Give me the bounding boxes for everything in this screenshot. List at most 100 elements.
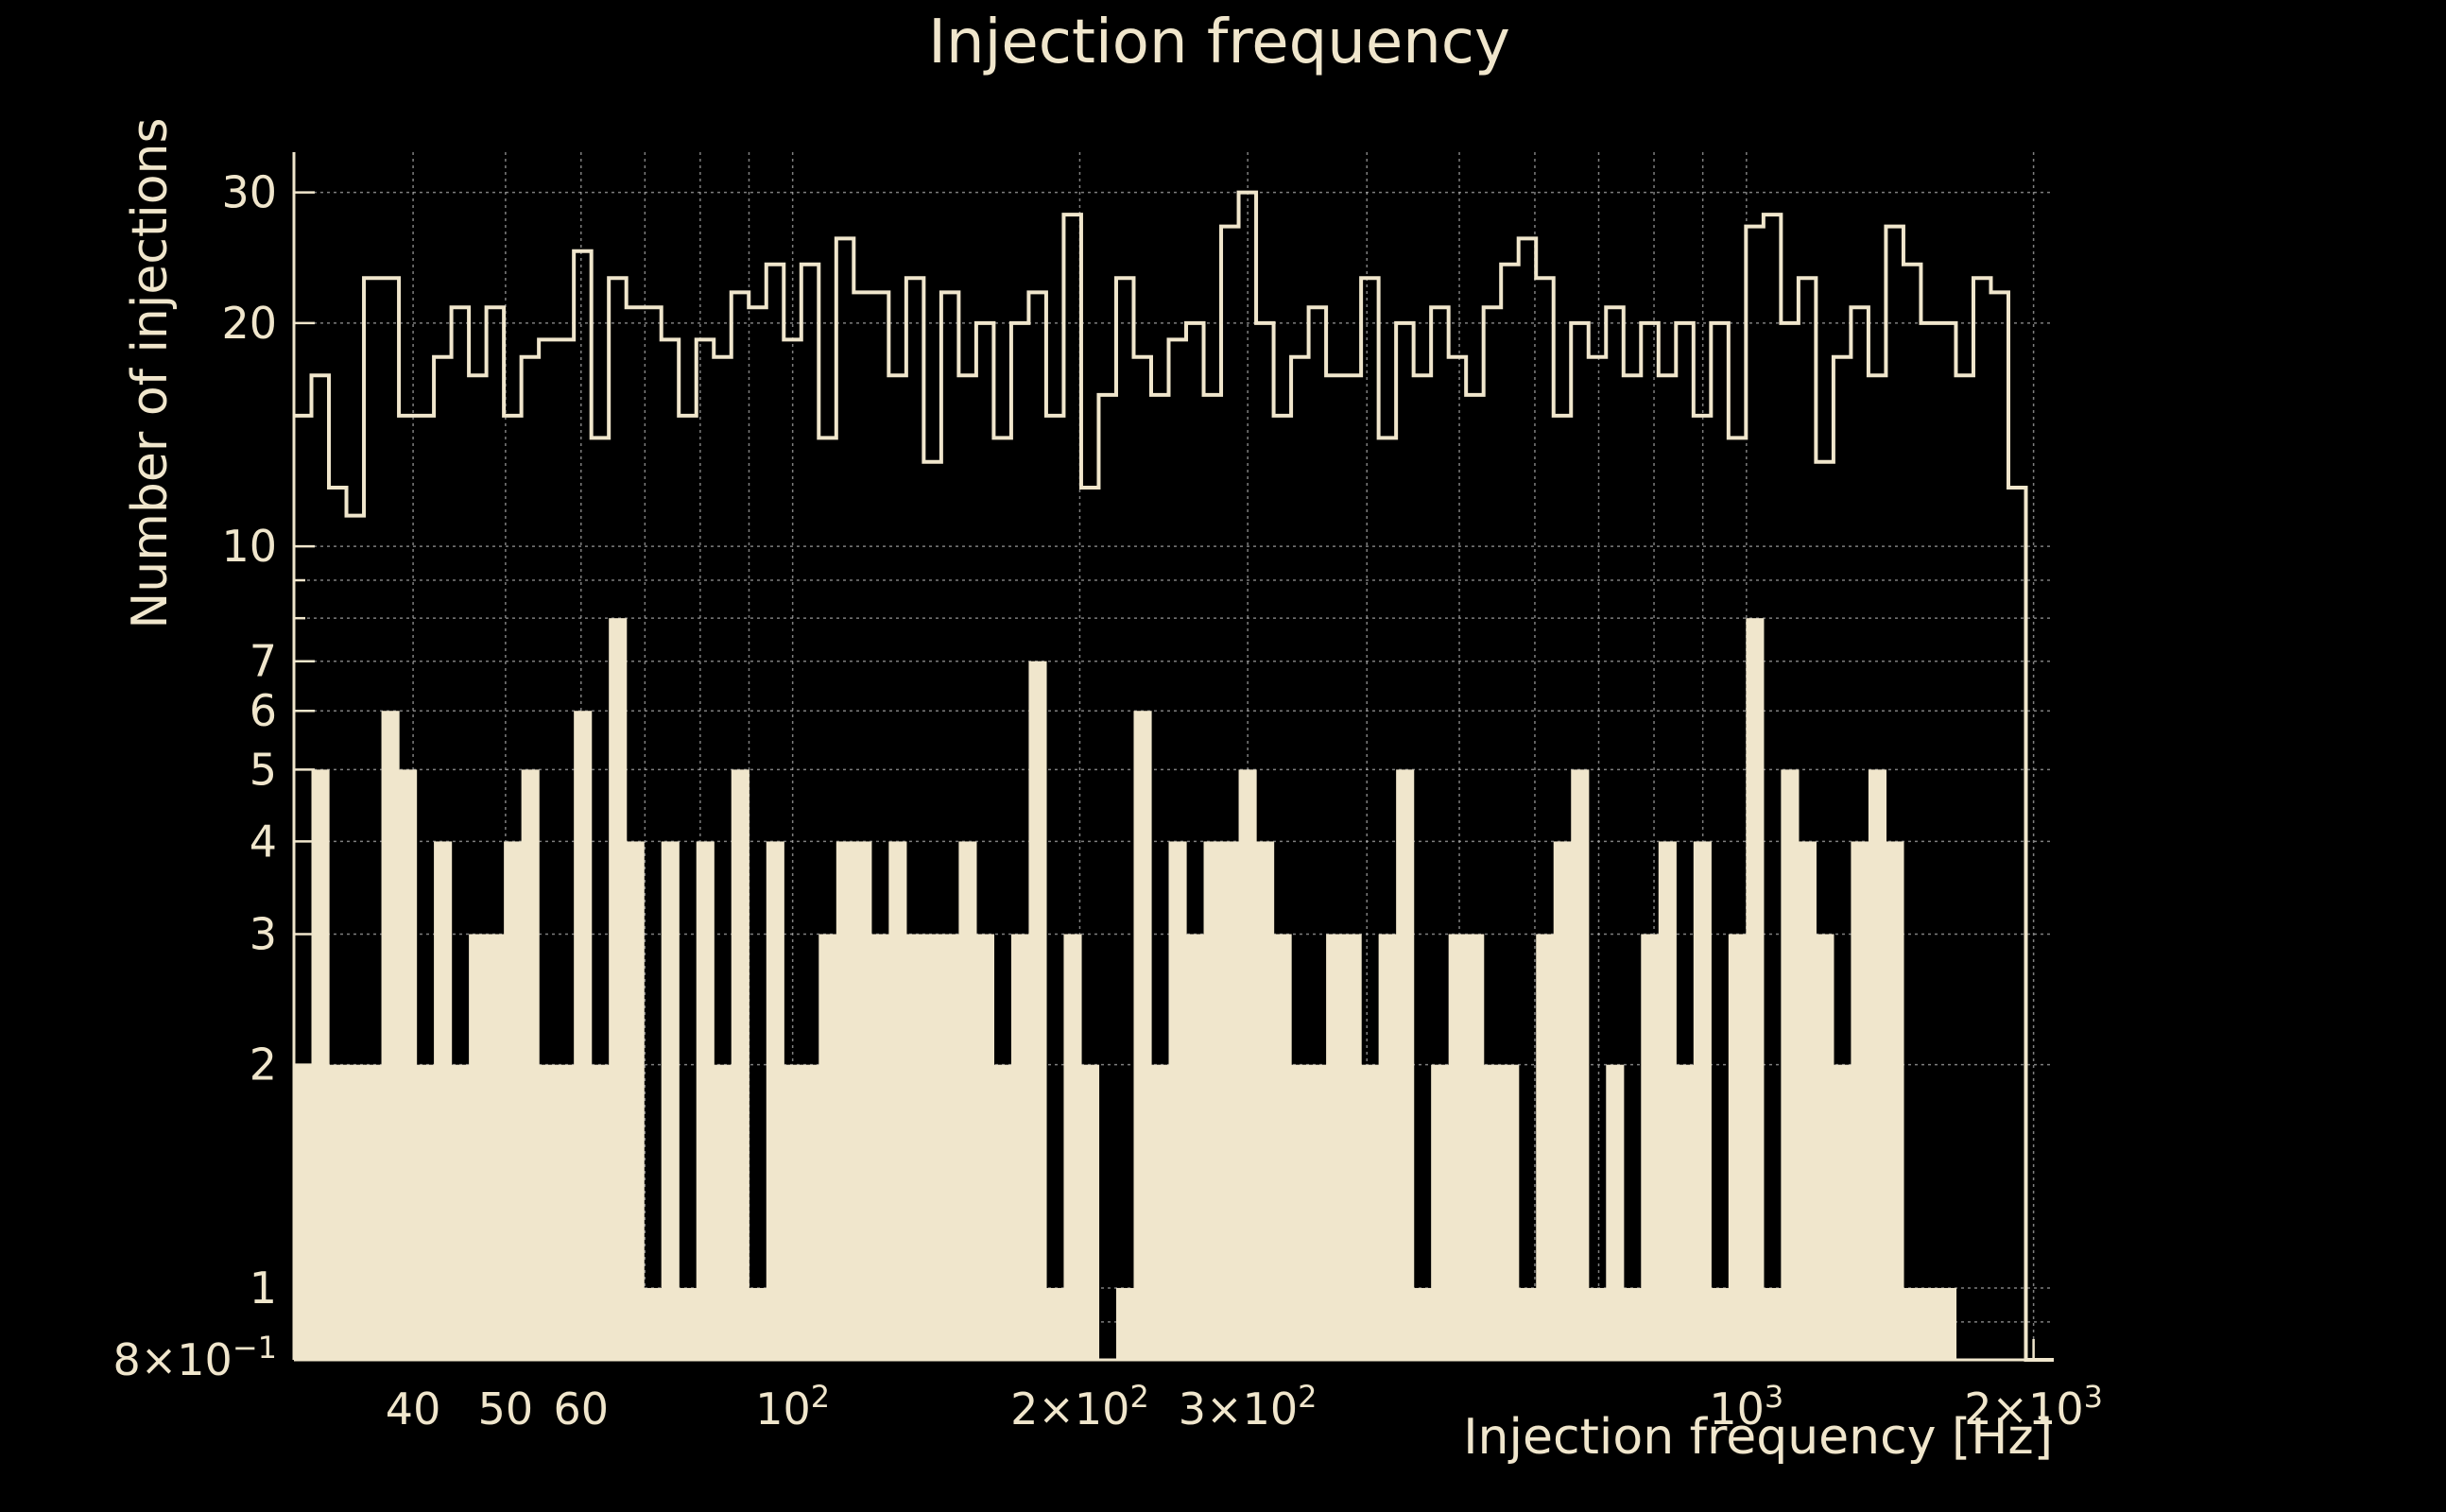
found-injections-bar [1361,1064,1380,1360]
x-tick-label: 3×102 [1179,1379,1318,1435]
found-injections-bar [1396,769,1415,1360]
found-injections-bar [1763,1287,1782,1360]
found-injections-bar [346,1064,365,1360]
found-injections-bar [1378,934,1397,1360]
found-injections-bar [923,934,942,1360]
found-injections-bar [853,841,872,1360]
x-tick-label: 60 [554,1383,610,1435]
all-injections-step-line [294,190,2054,1362]
found-injections-bar [1921,1287,1939,1360]
found-injections-bar [1501,1064,1520,1360]
y-tick-label: 30 [221,167,277,218]
found-injections-bar [1781,769,1800,1360]
found-injections-bar [1080,1064,1100,1360]
found-injections-bar [1711,1287,1730,1360]
found-injections-bar [469,934,488,1360]
found-injections-bar [714,1064,732,1360]
x-axis-label: Injection frequency [Hz] [1463,1409,2053,1466]
y-tick-label: 1 [250,1263,277,1314]
y-tick-label: 3 [250,908,277,959]
found-injections-bar [329,1064,348,1360]
found-injections-bar [1606,1064,1625,1360]
found-injections-bar [1343,934,1362,1360]
found-injections-bar [609,618,628,1360]
found-injections-bar [644,1287,663,1360]
found-injections-bar [1536,934,1555,1360]
found-injections-bar [1746,618,1765,1360]
found-injections-bar [1553,841,1572,1360]
found-injections-bar [1623,1287,1642,1360]
found-injections-bar [1886,841,1904,1360]
found-injections-bar [1273,934,1292,1360]
found-injections-bar [504,841,523,1360]
found-injections-bar [1203,841,1222,1360]
found-injections-bar [1326,934,1345,1360]
tick-labels: 8×10−1 1 2 3 4 5 67 10 20 30 40 50 60 102 2×102 3×102 10… [112,167,2102,1435]
found-injections-bar [1571,769,1590,1360]
y-tick-label: 2 [250,1040,277,1091]
found-injections-bar [1868,769,1887,1360]
found-injections-bar [1133,711,1152,1360]
found-injections-bar [1833,1064,1852,1360]
found-injections-bar [451,1064,470,1360]
found-injections-bar [888,841,907,1360]
found-injections-bar [784,1064,802,1360]
found-injections-bar [1816,934,1834,1360]
found-injections-bar [1115,1287,1135,1360]
y-tick-label: 8×10−1 [112,1330,277,1385]
found-injections-bar [1903,1287,1922,1360]
found-injections-bar [626,841,645,1360]
x-tick-label: 103 [1709,1379,1783,1435]
found-injections-bar [1483,1064,1502,1360]
found-injections-bar [1238,769,1257,1360]
found-injections-bar [1728,934,1747,1360]
found-injections-bar [486,934,505,1360]
found-injections-bar [1466,934,1485,1360]
y-tick-label: 5 [250,744,277,795]
chart-title: Injection frequency [928,8,1510,77]
found-injections-bar [958,841,977,1360]
found-injections-bar [434,841,453,1360]
found-injections-bar [591,1064,610,1360]
found-injections-bar [818,934,837,1360]
found-injections-bar [1676,1064,1695,1360]
found-injections-bar [1588,1287,1607,1360]
found-injections-bar [1938,1287,1957,1360]
y-tick-label: 4 [250,816,277,867]
y-tick-label: 20 [221,298,277,349]
x-tick-label: 50 [478,1383,534,1435]
found-injections-bar [766,841,784,1360]
found-injections-bar [975,934,995,1360]
found-injections-bar [556,1064,575,1360]
found-injections-bar [1150,1064,1170,1360]
found-injections-bar [1256,841,1275,1360]
axes [292,152,2054,1362]
x-tick-label: 2×103 [1964,1379,2103,1435]
found-injections-bar [801,1064,819,1360]
found-injections-bar [311,769,330,1360]
found-injections-bar [539,1064,558,1360]
found-injections-bar [1413,1287,1432,1360]
y-tick-label: 6 [250,685,277,736]
found-injections-bars [294,618,1957,1360]
found-injections-bar [696,841,715,1360]
y-axis-label: Number of injections [122,117,179,628]
found-injections-bar [521,769,540,1360]
found-injections-bar [661,841,680,1360]
found-injections-bar [940,934,959,1360]
found-injections-bar [1308,1064,1327,1360]
x-tick-label: 2×102 [1010,1379,1149,1435]
found-injections-bar [574,711,593,1360]
y-tick-label: 7 [250,636,277,687]
found-injections-bar [1448,934,1467,1360]
y-tick-label: 10 [221,521,277,572]
found-injections-bar [905,934,924,1360]
found-injections-bar [399,769,418,1360]
found-injections-bar [1186,934,1205,1360]
found-injections-bar [1518,1287,1537,1360]
found-injections-bar [381,711,400,1360]
found-injections-bar [1045,1287,1065,1360]
found-injections-bar [1168,841,1187,1360]
found-injections-bar [749,1287,767,1360]
